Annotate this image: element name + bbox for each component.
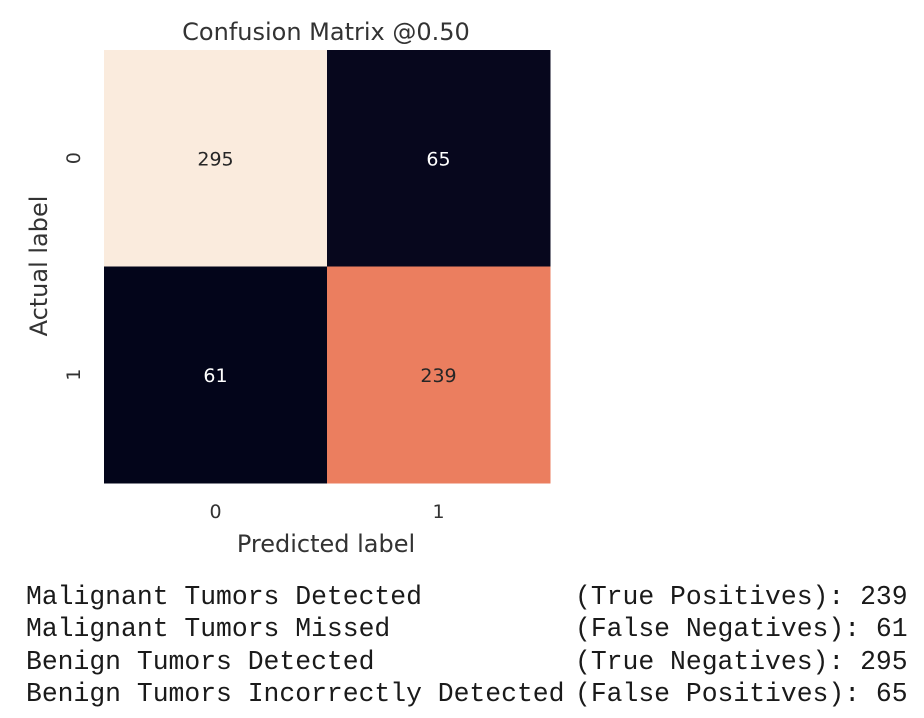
classification-output: Malignant Tumors Detected (True Positives…	[26, 581, 908, 711]
cell-value-label: 61	[203, 365, 227, 387]
output-line: Malignant Tumors Detected (True Positives…	[26, 581, 908, 613]
x-axis-label: Predicted label	[237, 530, 415, 558]
output-metric: (True Negatives):	[575, 646, 845, 677]
output-value: 61	[875, 614, 908, 645]
heatmap-cell-r0-c0	[104, 50, 328, 267]
output-value: 65	[875, 679, 908, 710]
heatmap-cell-r1-c0	[104, 266, 328, 484]
y-axis-label: Actual label	[25, 196, 53, 337]
chart-title: Confusion Matrix @0.50	[182, 18, 470, 46]
output-description: Benign Tumors Detected	[26, 646, 375, 677]
output-value: 295	[860, 646, 908, 677]
output-metric: (True Positives):	[575, 582, 845, 612]
output-line: Benign Tumors Detected (True Negatives): …	[26, 646, 908, 678]
output-metric: (False Negatives):	[575, 614, 861, 645]
output-value: 239	[860, 582, 908, 612]
cell-value-label: 239	[420, 365, 456, 387]
output-description: Malignant Tumors Detected	[26, 582, 422, 612]
y-tick-label: 0	[63, 152, 85, 164]
output-line: Benign Tumors Incorrectly Detected (False…	[26, 678, 908, 710]
heatmap-cell-r1-c1	[327, 266, 551, 484]
cell-value-label: 65	[426, 148, 450, 170]
output-metric: (False Positives):	[575, 679, 861, 710]
y-axis-ticks: 01	[63, 152, 85, 381]
output-description: Benign Tumors Incorrectly Detected	[26, 679, 565, 710]
y-tick-label: 1	[63, 369, 85, 381]
heatmap-cells: 295 65 61 239	[104, 50, 551, 484]
x-tick-label: 0	[209, 501, 221, 523]
output-description: Malignant Tumors Missed	[26, 614, 391, 645]
output-line: Malignant Tumors Missed (False Negatives)…	[26, 613, 908, 645]
cell-value-label: 295	[197, 148, 233, 170]
x-tick-label: 1	[432, 501, 444, 523]
heatmap-cell-r0-c1	[327, 50, 551, 267]
